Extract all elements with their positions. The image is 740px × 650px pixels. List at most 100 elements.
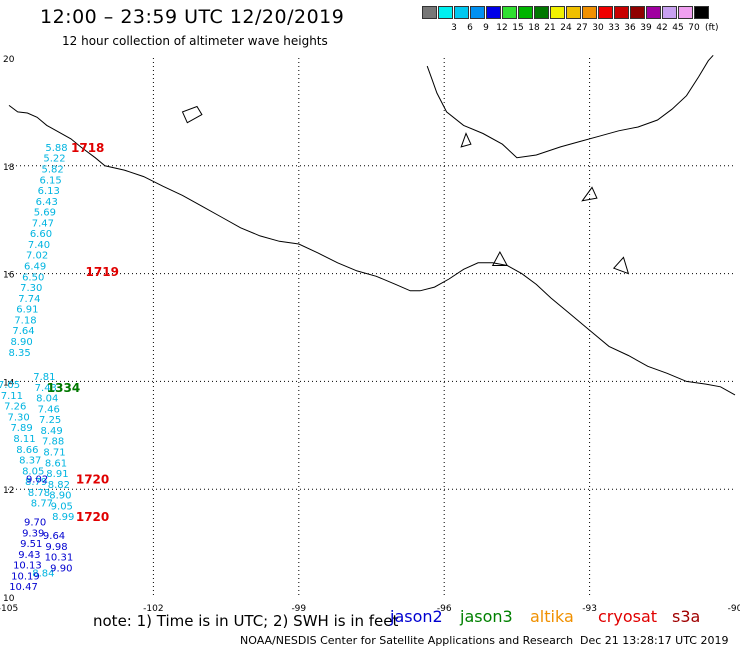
wave-height-value: 7.30 [8, 412, 30, 423]
island-outline [491, 250, 509, 266]
legend-label: 45 [672, 23, 684, 33]
legend-label: 36 [624, 23, 636, 33]
wave-height-value: 7.46 [38, 404, 60, 415]
legend-label: 30 [592, 23, 604, 33]
orbit-number: 1720 [76, 510, 109, 524]
legend-swatch [566, 6, 581, 19]
wave-height-value: 7.30 [20, 283, 42, 294]
wave-height-value: 7.64 [12, 326, 34, 337]
wave-height-value: 7.26 [4, 402, 26, 413]
wave-height-value: 7.74 [18, 294, 40, 305]
wave-height-value: 6.91 [16, 305, 38, 316]
legend-swatch [534, 6, 549, 19]
wave-height-value: 8.99 [52, 512, 74, 523]
legend-label: 6 [467, 23, 473, 33]
latitude-tick-label: 14 [3, 378, 15, 388]
wave-height-value: 5.22 [43, 154, 65, 165]
wave-height-value: 8.78 [28, 488, 50, 499]
longitude-tick-label: -99 [291, 604, 306, 614]
wave-height-value: 6.49 [24, 262, 46, 273]
wave-height-value: 9.39 [22, 528, 44, 539]
legend-label: 18 [528, 23, 540, 33]
latitude-tick-label: 16 [3, 271, 15, 281]
legend-label: 12 [496, 23, 508, 33]
wave-height-value: 8.11 [13, 434, 35, 445]
legend-swatch [550, 6, 565, 19]
wave-height-value: 7.89 [10, 423, 32, 434]
wave-height-value: 10.47 [9, 582, 38, 593]
legend-swatch [438, 6, 453, 19]
wave-height-value: 6.15 [40, 175, 62, 186]
island-outline [612, 256, 630, 275]
legend-label: 15 [512, 23, 524, 33]
wave-height-value: 8.35 [8, 348, 30, 359]
wave-height-value: 7.81 [33, 372, 55, 383]
wave-height-value: 9.90 [50, 563, 72, 574]
island-outline [460, 132, 472, 148]
page-subtitle: 12 hour collection of altimeter wave hei… [62, 34, 328, 48]
wave-height-value: 8.61 [45, 458, 67, 469]
satellite-jason3: jason3 [460, 607, 513, 626]
wave-height-value: 10.13 [13, 561, 42, 572]
legend-swatch [582, 6, 597, 19]
wave-height-value: 5.88 [45, 143, 67, 154]
wave-height-value: 8.71 [43, 447, 65, 458]
satellite-cryosat: cryosat [598, 607, 658, 626]
legend-swatch [518, 6, 533, 19]
legend-swatch [662, 6, 677, 19]
legend-label: 39 [640, 23, 652, 33]
legend-swatch [678, 6, 693, 19]
legend-label: 70 [688, 23, 700, 33]
wave-height-value: 6.13 [38, 186, 60, 197]
wave-height-value: 9.51 [20, 539, 42, 550]
longitude-tick-label: -105 [0, 604, 18, 614]
wave-height-value: 9.43 [18, 550, 40, 561]
wave-height-value: 8.91 [46, 469, 68, 480]
latitude-tick-label: 18 [3, 163, 15, 173]
legend-label: 24 [560, 23, 572, 33]
wave-height-value: 7.18 [14, 315, 36, 326]
wave-height-value: 8.49 [40, 426, 62, 437]
longitude-tick-label: -96 [437, 604, 452, 614]
wave-height-value: 8.66 [16, 445, 38, 456]
credit-text: NOAA/NESDIS Center for Satellite Applica… [240, 634, 574, 647]
wave-height-value: 10.31 [45, 553, 74, 564]
wave-height-value: 10.19 [11, 571, 40, 582]
wave-height-value: 8.84 [32, 569, 54, 580]
wave-height-value: 8.90 [49, 491, 71, 502]
orbit-number: 1334 [47, 381, 80, 395]
wave-height-value: 8.79 [25, 477, 47, 488]
legend-label: 27 [576, 23, 588, 33]
wave-height-value: 7.11 [1, 391, 23, 402]
legend-unit: (ft) [705, 23, 719, 33]
latitude-tick-label: 20 [3, 55, 15, 65]
wave-height-value: 9.02 [26, 474, 48, 485]
latitude-tick-label: 12 [3, 486, 14, 496]
wave-height-value: 7.88 [42, 437, 64, 448]
pacific-coastline [8, 104, 736, 396]
gulf-coastline [426, 54, 714, 159]
wave-height-value: 7.02 [26, 251, 48, 262]
wave-height-value: 7.05 [0, 380, 20, 391]
legend-label: 33 [608, 23, 620, 33]
longitude-tick-label: -93 [582, 604, 597, 614]
legend-swatch [486, 6, 501, 19]
wave-height-value: 8.05 [22, 466, 44, 477]
wave-height-value: 7.25 [39, 415, 61, 426]
wave-height-value: 6.43 [36, 197, 58, 208]
legend-swatch [694, 6, 709, 19]
wave-height-value: 5.69 [34, 208, 56, 219]
wave-height-value: 7.40 [28, 240, 50, 251]
wave-height-value: 5.82 [41, 164, 63, 175]
island-outline [181, 105, 203, 124]
legend-label: 21 [544, 23, 556, 33]
satellite-altika: altika [530, 607, 574, 626]
wave-height-value: 9.98 [45, 542, 67, 553]
orbit-number: 1720 [76, 472, 109, 486]
legend-swatch [630, 6, 645, 19]
latitude-tick-label: 10 [3, 594, 15, 604]
wave-height-value: 9.05 [51, 501, 73, 512]
wave-height-value: 8.82 [48, 480, 70, 491]
wave-height-value: 8.37 [19, 456, 41, 467]
